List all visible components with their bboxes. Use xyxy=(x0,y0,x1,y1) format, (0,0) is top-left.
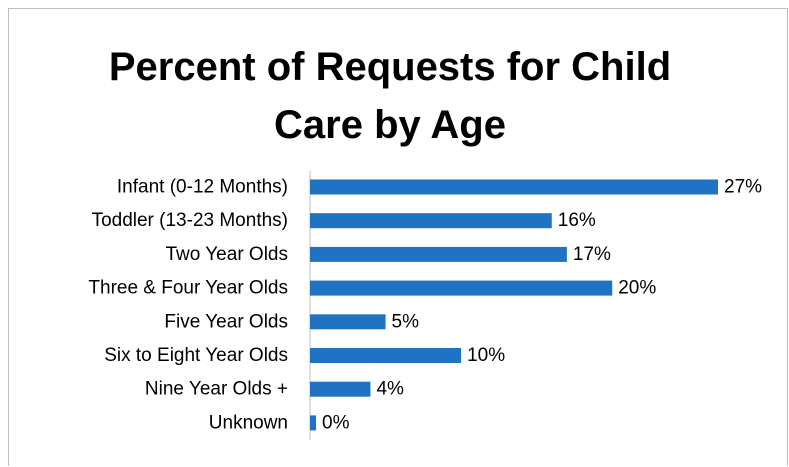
data-label: 0% xyxy=(322,412,350,433)
bar xyxy=(310,213,552,229)
category-label: Two Year Olds xyxy=(165,244,288,265)
chart-frame xyxy=(8,8,788,466)
data-label: 16% xyxy=(558,210,596,231)
category-label: Nine Year Olds + xyxy=(145,379,288,400)
category-label: Five Year Olds xyxy=(164,311,288,332)
chart-title-line-2: Care by Age xyxy=(274,103,506,147)
data-label: 27% xyxy=(724,177,762,198)
category-label: Six to Eight Year Olds xyxy=(104,345,288,366)
category-label: Unknown xyxy=(209,412,288,433)
bar xyxy=(310,314,386,330)
data-label: 20% xyxy=(618,278,656,299)
bar xyxy=(310,415,317,431)
data-label: 10% xyxy=(467,345,505,366)
chart-title: Percent of Requests for Child Care by Ag… xyxy=(40,38,740,154)
chart-title-line-1: Percent of Requests for Child xyxy=(108,45,672,89)
bar xyxy=(310,381,371,397)
bar xyxy=(310,348,462,363)
bar-group: Infant (0-12 Months) 27% Toddler (13-23 Mo… xyxy=(88,177,762,434)
bar xyxy=(310,246,567,262)
data-label: 5% xyxy=(392,311,420,332)
category-label: Three & Four Year Olds xyxy=(88,278,288,299)
category-label: Infant (0-12 Months) xyxy=(117,177,288,198)
bar xyxy=(310,179,718,195)
data-label: 4% xyxy=(376,379,404,400)
data-label: 17% xyxy=(573,244,611,265)
bar xyxy=(310,280,613,296)
category-label: Toddler (13-23 Months) xyxy=(92,210,288,231)
